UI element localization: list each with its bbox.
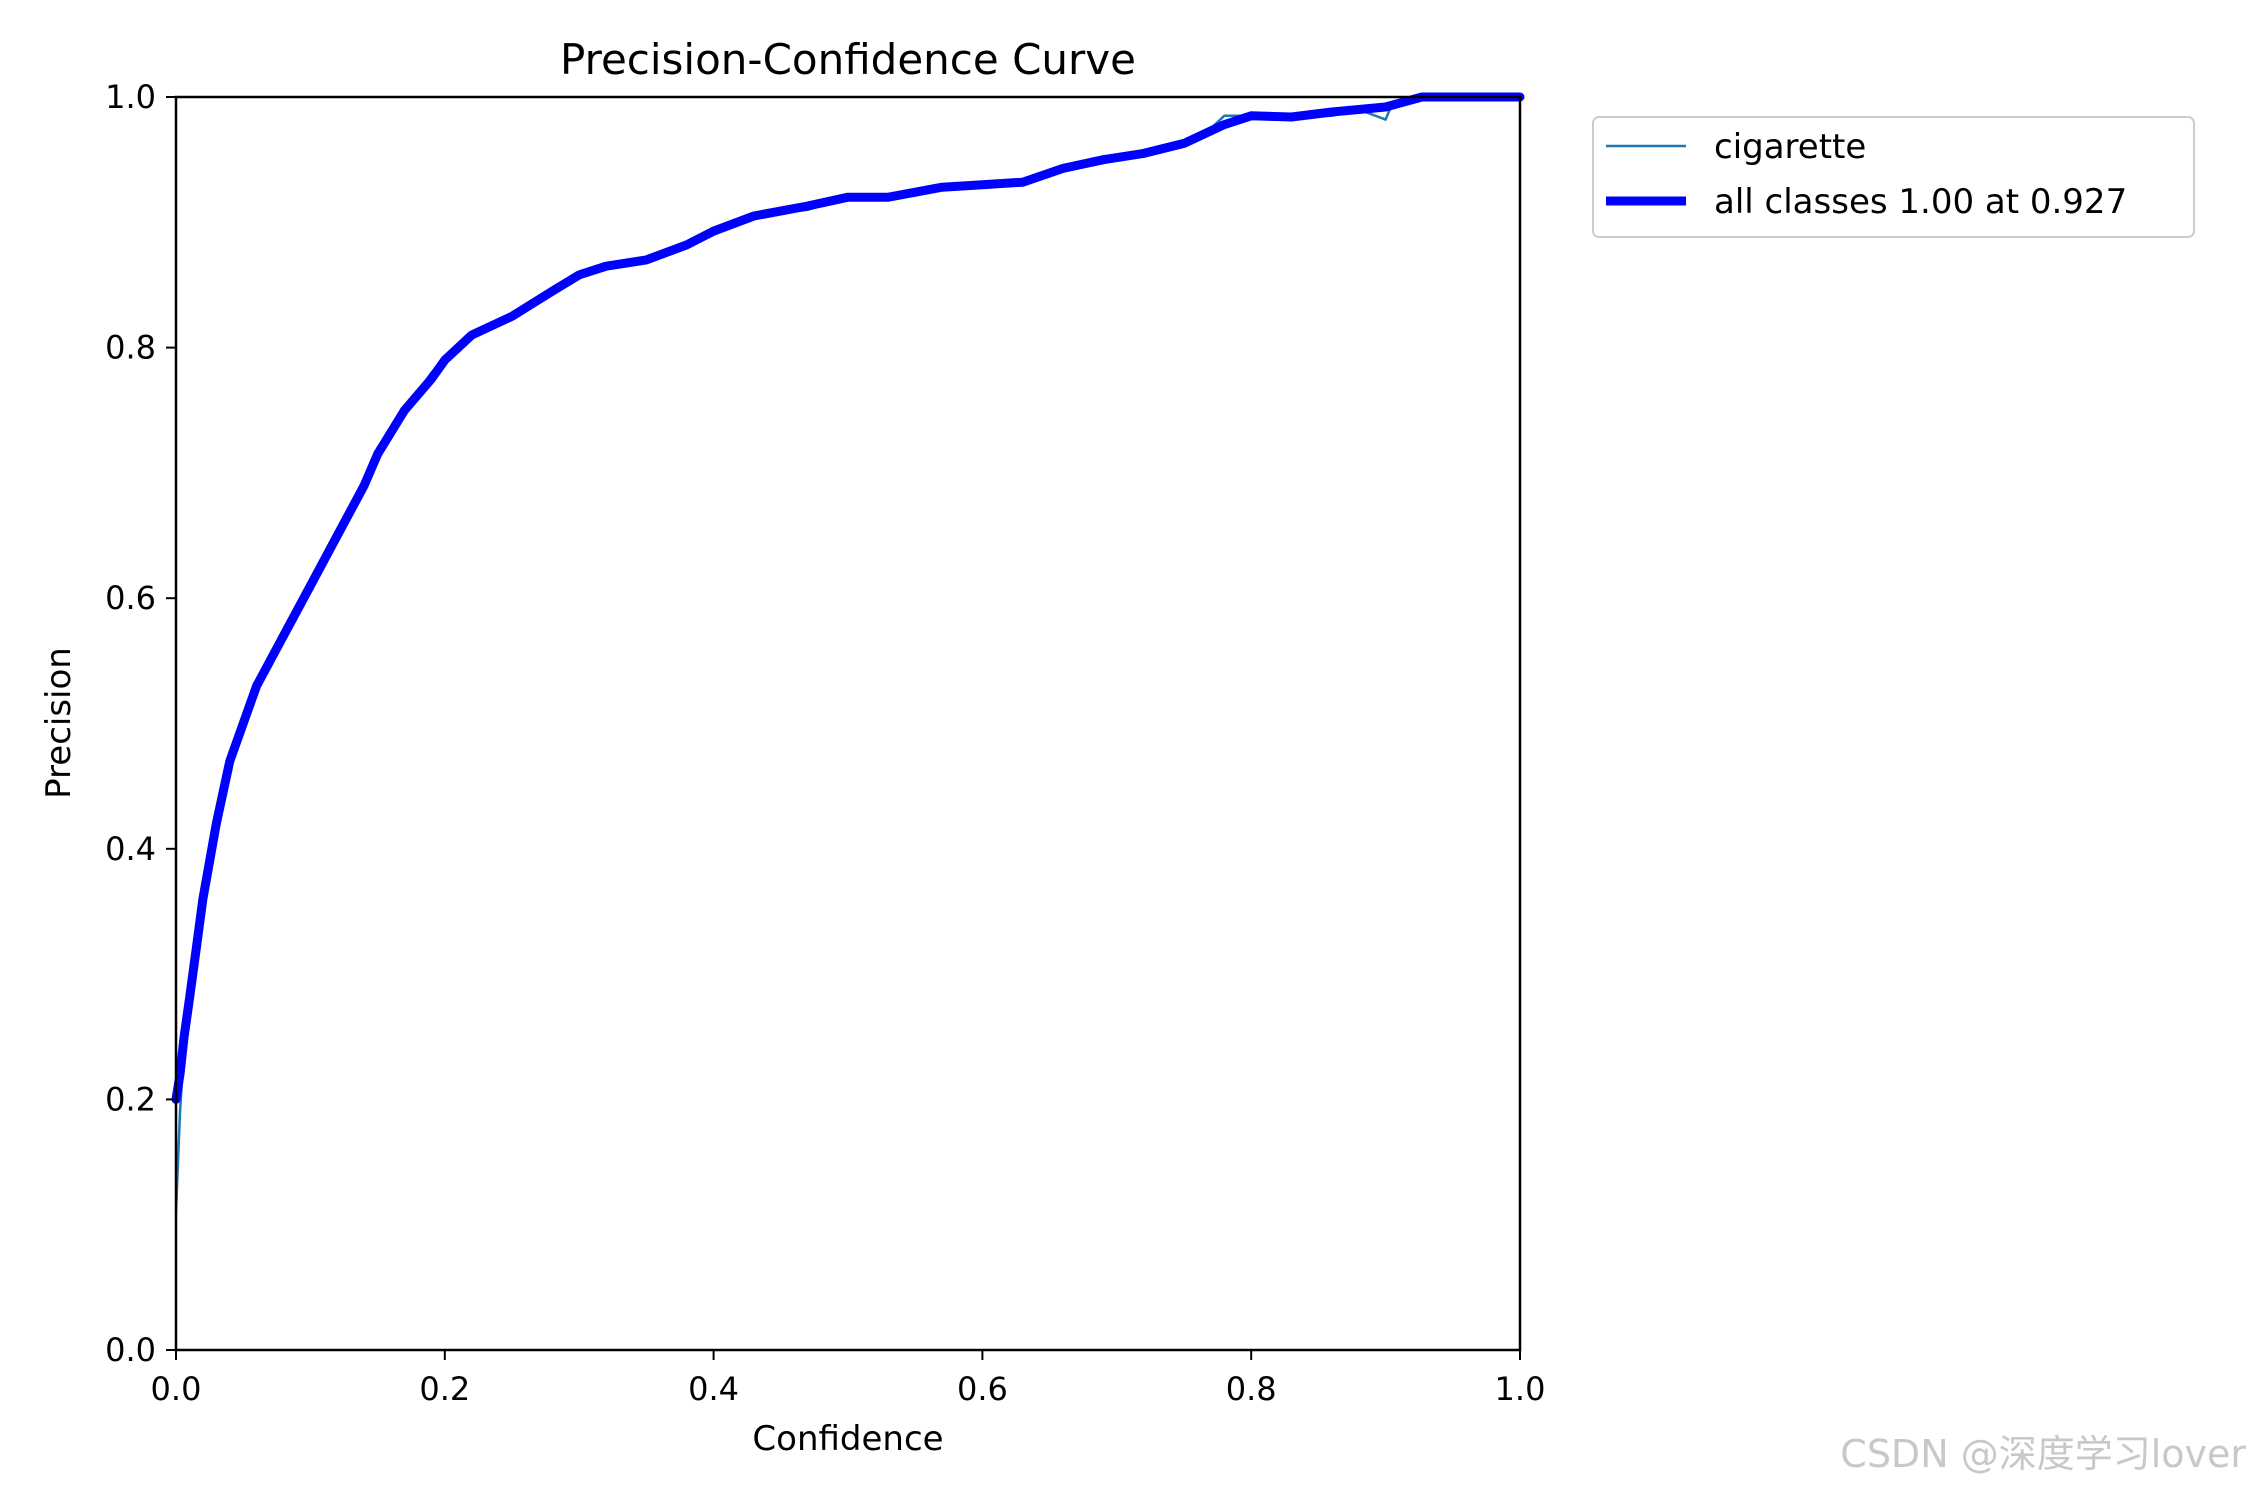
plot-area bbox=[171, 92, 1525, 1214]
y-axis: 0.0 0.2 0.4 0.6 0.8 1.0 bbox=[105, 78, 176, 1369]
x-tick-label: 0.4 bbox=[688, 1370, 739, 1408]
y-tick-label: 0.0 bbox=[105, 1331, 156, 1369]
x-axis-label: Confidence bbox=[752, 1419, 943, 1459]
x-tick-label: 0.8 bbox=[1226, 1370, 1277, 1408]
series-line-1 bbox=[171, 92, 1525, 1104]
x-tick-label: 1.0 bbox=[1495, 1370, 1546, 1408]
legend-box bbox=[1592, 116, 2195, 238]
series-line-0 bbox=[174, 95, 1522, 1214]
y-tick-label: 0.8 bbox=[105, 329, 156, 367]
x-tick-label: 0.6 bbox=[957, 1370, 1008, 1408]
y-tick-label: 0.2 bbox=[105, 1080, 156, 1118]
y-tick-label: 0.4 bbox=[105, 830, 156, 868]
legend-label-all-classes: all classes 1.00 at 0.927 bbox=[1714, 182, 2127, 222]
plot-frame bbox=[174, 95, 1522, 1352]
y-tick-label: 0.6 bbox=[105, 579, 156, 617]
legend: cigarette all classes 1.00 at 0.927 bbox=[1592, 116, 2195, 238]
y-tick-label: 1.0 bbox=[105, 78, 156, 116]
chart-title: Precision-Confidence Curve bbox=[560, 35, 1136, 84]
legend-label-cigarette: cigarette bbox=[1714, 127, 1866, 167]
x-axis: 0.0 0.2 0.4 0.6 0.8 1.0 bbox=[151, 1350, 1546, 1408]
x-tick-label: 0.2 bbox=[419, 1370, 470, 1408]
watermark: CSDN @深度学习lover bbox=[1840, 1432, 2246, 1476]
y-axis-label: Precision bbox=[39, 647, 79, 799]
x-tick-label: 0.0 bbox=[151, 1370, 202, 1408]
